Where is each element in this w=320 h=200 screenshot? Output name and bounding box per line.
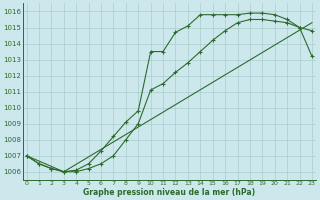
X-axis label: Graphe pression niveau de la mer (hPa): Graphe pression niveau de la mer (hPa) [83,188,255,197]
